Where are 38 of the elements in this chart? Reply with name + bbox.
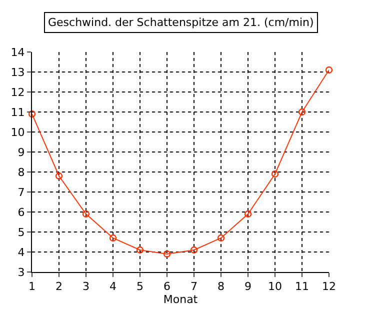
y-tick-label: 13 (10, 66, 25, 79)
y-tick-label: 9 (18, 146, 25, 159)
point (136, 246, 144, 254)
point (217, 234, 225, 242)
point (163, 250, 171, 258)
point (298, 108, 306, 116)
point (190, 246, 198, 254)
x-tick-label: 8 (218, 280, 224, 294)
x-tick-label: 5 (136, 280, 144, 294)
x-tick-label: 4 (110, 280, 116, 294)
x-axis-title: Monat (163, 293, 198, 306)
y-tick-label: 3 (18, 266, 25, 279)
point (325, 66, 333, 74)
point (271, 170, 279, 178)
x-tick-label: 1 (28, 280, 36, 294)
y-tick-label: 14 (10, 46, 25, 59)
x-tick-label: 10 (268, 280, 282, 294)
point (109, 234, 117, 242)
x-tick-label: 12 (322, 280, 336, 294)
point (55, 172, 63, 180)
x-tick-label: 3 (82, 280, 90, 294)
point (82, 210, 90, 218)
x-tick-label: 7 (190, 280, 198, 294)
y-tick-label: 6 (18, 206, 25, 219)
x-tick-label: 11 (295, 280, 309, 294)
y-tick-label: 4 (18, 246, 25, 259)
x-tick-label: 2 (56, 280, 62, 294)
y-tick-label: 7 (18, 186, 25, 199)
point (28, 110, 36, 118)
y-tick-label: 5 (18, 226, 25, 239)
point (244, 210, 252, 218)
y-tick-label: 12 (10, 86, 25, 99)
y-tick-label: 10 (10, 126, 25, 139)
chart-title: Geschwind. der Schattenspitze am 21. (cm/min) (48, 16, 314, 29)
y-tick-label: 8 (18, 166, 25, 179)
x-tick-label: 9 (244, 280, 252, 294)
y-tick-label: 11 (10, 106, 25, 119)
x-tick-label: 6 (164, 280, 170, 294)
